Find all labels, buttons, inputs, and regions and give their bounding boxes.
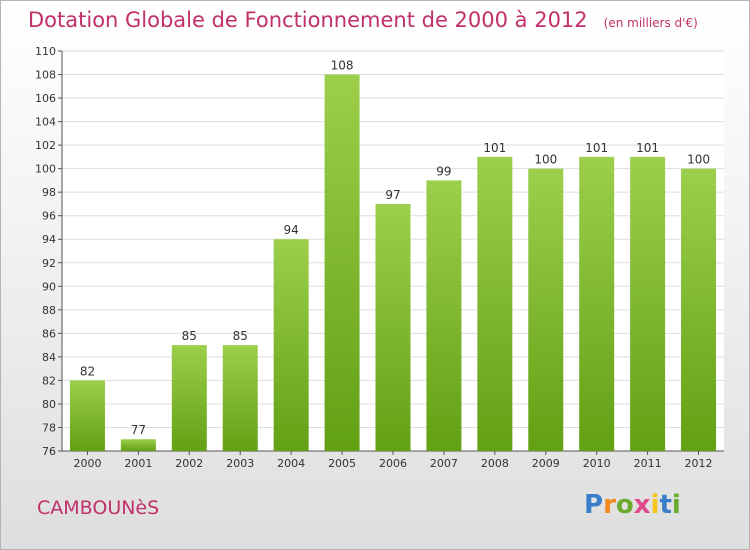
data-label-2005: 108	[331, 59, 354, 73]
logo-letter: P	[584, 490, 604, 520]
data-label-2001: 77	[131, 423, 146, 437]
y-tick-label: 110	[35, 45, 56, 58]
y-tick-label: 86	[42, 327, 56, 340]
x-tick-label: 2002	[175, 457, 203, 470]
data-label-2011: 101	[636, 141, 659, 155]
logo-letter: o	[615, 490, 634, 520]
chart-title-text: Dotation Globale de Fonctionnement de 20…	[28, 8, 588, 32]
data-label-2004: 94	[284, 223, 299, 237]
x-tick-label: 2006	[379, 457, 407, 470]
chart-title: Dotation Globale de Fonctionnement de 20…	[28, 8, 698, 32]
data-label-2008: 101	[483, 141, 506, 155]
y-tick-label: 82	[42, 374, 56, 387]
logo-letter: i	[650, 490, 660, 520]
y-tick-label: 100	[35, 163, 56, 176]
x-tick-label: 2000	[73, 457, 101, 470]
y-tick-label: 78	[42, 421, 56, 434]
x-tick-label: 2012	[685, 457, 713, 470]
y-tick-label: 94	[42, 233, 56, 246]
y-tick-label: 96	[42, 210, 56, 223]
y-tick-label: 84	[42, 351, 56, 364]
bar-2005	[324, 74, 360, 451]
chart-subtitle: (en milliers d'€)	[603, 16, 698, 30]
x-tick-label: 2009	[532, 457, 560, 470]
data-label-2003: 85	[233, 329, 248, 343]
y-tick-label: 106	[35, 92, 56, 105]
proxiti-logo: Proxiti	[584, 490, 681, 520]
bar-2007	[426, 180, 462, 452]
data-label-2012: 100	[687, 153, 710, 167]
x-tick-label: 2008	[481, 457, 509, 470]
bar-2001	[120, 439, 156, 451]
logo-letter: x	[633, 490, 651, 520]
y-tick-label: 90	[42, 280, 56, 293]
data-label-2006: 97	[385, 188, 400, 202]
y-tick-label: 102	[35, 139, 56, 152]
x-tick-label: 2010	[583, 457, 611, 470]
y-tick-label: 80	[42, 398, 56, 411]
x-tick-label: 2001	[124, 457, 152, 470]
x-tick-label: 2011	[634, 457, 662, 470]
x-tick-label: 2003	[226, 457, 254, 470]
bar-2011	[630, 156, 666, 451]
bar-2003	[222, 345, 258, 451]
y-tick-label: 104	[35, 116, 56, 129]
data-label-2002: 85	[182, 329, 197, 343]
x-tick-label: 2007	[430, 457, 458, 470]
x-tick-label: 2005	[328, 457, 356, 470]
bar-2000	[69, 380, 105, 451]
logo-letter: t	[659, 490, 672, 520]
data-label-2000: 82	[80, 364, 95, 378]
data-label-2007: 99	[436, 164, 451, 178]
y-tick-label: 98	[42, 186, 56, 199]
bar-2012	[681, 168, 717, 451]
bar-2009	[528, 168, 564, 451]
bar-2008	[477, 156, 513, 451]
commune-name: CAMBOUNèS	[37, 497, 160, 519]
bar-2006	[375, 203, 411, 451]
logo-letter: i	[671, 490, 681, 520]
logo-letter: r	[603, 490, 616, 520]
bar-2002	[171, 345, 207, 451]
bar-2010	[579, 156, 615, 451]
x-tick-label: 2004	[277, 457, 305, 470]
y-tick-label: 92	[42, 257, 56, 270]
bar-2004	[273, 239, 309, 451]
data-label-2010: 101	[585, 141, 608, 155]
data-label-2009: 100	[534, 153, 557, 167]
y-tick-label: 88	[42, 304, 56, 317]
y-tick-label: 108	[35, 69, 56, 82]
y-tick-label: 76	[42, 445, 56, 458]
